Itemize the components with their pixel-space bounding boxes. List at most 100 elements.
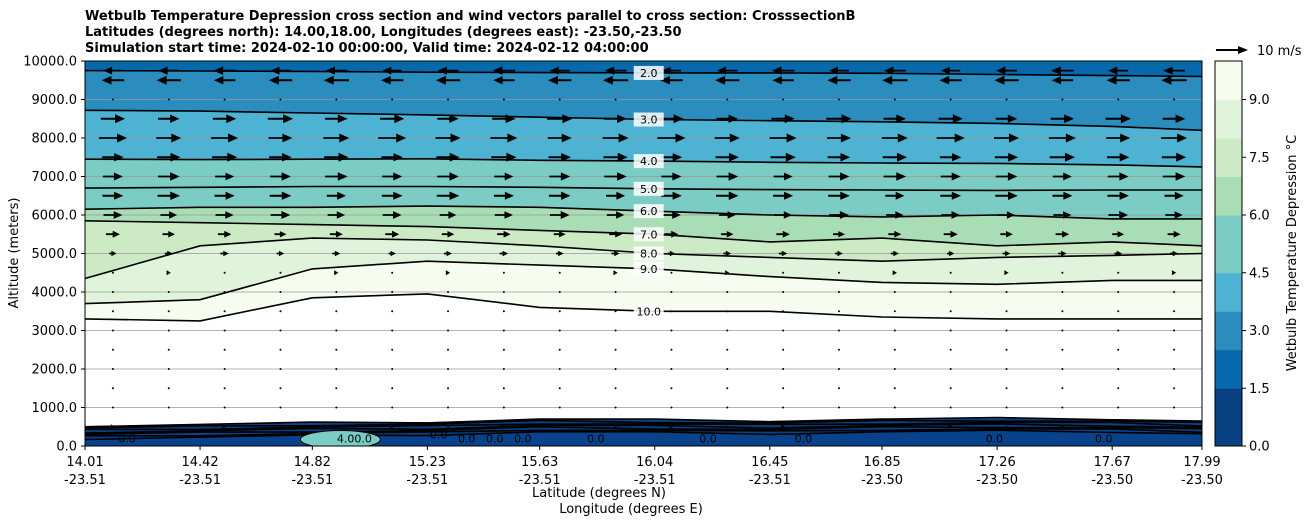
wind-vector-r10-c2 bbox=[220, 250, 229, 257]
colorbar-segment-14 bbox=[1215, 157, 1242, 177]
colorbar-segment-6 bbox=[1215, 311, 1242, 331]
contour-label-10.0: 10.0 bbox=[636, 305, 661, 318]
wind-vector-r4-c10 bbox=[657, 133, 686, 143]
wind-vector-r17-c2 bbox=[223, 387, 226, 390]
wind-vector-r15-c3 bbox=[279, 348, 282, 351]
wind-vector-r7-c19 bbox=[1164, 191, 1184, 200]
x-tick-lon-7: -23.50 bbox=[861, 473, 903, 488]
wind-vector-r14-c8 bbox=[558, 329, 561, 332]
x-tick-lon-4: -23.51 bbox=[519, 473, 561, 488]
low-level-contour-label-9: 0.0 bbox=[986, 432, 1004, 445]
wind-vector-r6-c11 bbox=[716, 172, 739, 181]
y-tick-label-6: 6000.0 bbox=[32, 209, 78, 224]
wind-vector-r11-c10 bbox=[670, 271, 673, 274]
wind-vector-r6-c15 bbox=[940, 172, 961, 181]
low-level-contour-line-1 bbox=[85, 419, 1202, 429]
low-level-contour-line-3 bbox=[85, 423, 1202, 434]
x-tick-lat-1: 14.42 bbox=[181, 455, 218, 470]
contour-label-layer: 2.0 3.0 4.0 5.0 6.0 7.0 8.0 9.0 10.0 0.0 4.00.0 0.0… bbox=[118, 65, 1113, 445]
wind-vector-r9-c2 bbox=[217, 230, 232, 238]
wind-vector-r3-c4 bbox=[325, 114, 348, 123]
wind-vector-r1-c11 bbox=[715, 75, 740, 85]
wind-vector-r15-c2 bbox=[223, 348, 226, 351]
x-tick-lon-6: -23.51 bbox=[749, 473, 791, 488]
wind-vector-r9-c8 bbox=[553, 231, 566, 238]
wind-vector-r1-c3 bbox=[268, 75, 293, 85]
wind-vector-r8-c5 bbox=[382, 211, 402, 219]
wind-vector-r11-c0 bbox=[111, 271, 114, 274]
wind-vector-r8-c9 bbox=[606, 211, 625, 219]
wind-vector-r1-c18 bbox=[1106, 75, 1130, 85]
wind-vector-r7-c0 bbox=[102, 191, 124, 200]
wind-vector-r19-c16 bbox=[1005, 425, 1008, 428]
wind-vector-r0-c1 bbox=[158, 66, 180, 75]
contour-label-6.0: 6.0 bbox=[640, 205, 658, 218]
wind-vector-r16-c6 bbox=[447, 368, 450, 370]
wind-vector-r13-c19 bbox=[1173, 310, 1176, 313]
wind-vector-r10-c1 bbox=[164, 250, 173, 257]
wetbulb-band-1 bbox=[85, 70, 1202, 131]
y-tick-label-1: 1000.0 bbox=[32, 401, 78, 416]
wind-vector-r17-c11 bbox=[726, 387, 729, 390]
wind-vector-r4-c6 bbox=[435, 133, 461, 143]
wind-vector-r0-c12 bbox=[771, 66, 795, 75]
wind-vector-r18-c16 bbox=[1005, 406, 1008, 409]
x-tick-lat-8: 17.26 bbox=[979, 455, 1016, 470]
wind-vector-r18-c8 bbox=[558, 406, 561, 409]
wind-vector-r8-c0 bbox=[103, 211, 123, 219]
wind-vector-r17-c9 bbox=[614, 387, 617, 390]
x-axis: 14.01 -23.51 14.42 -23.51 14.82 -23.51 15.23 -2… bbox=[64, 446, 1223, 488]
x-tick-lon-5: -23.51 bbox=[634, 473, 676, 488]
colorbar-label: Wetbulb Temperature Depression °C bbox=[1285, 135, 1300, 372]
wind-vector-r15-c15 bbox=[949, 348, 952, 351]
wind-vector-r5-c18 bbox=[1107, 153, 1130, 162]
colorbar-segment-11 bbox=[1215, 215, 1242, 235]
contour-label-bg-6.0 bbox=[633, 204, 664, 219]
wind-vector-r8-c11 bbox=[718, 211, 736, 219]
wind-vector-r7-c5 bbox=[381, 191, 403, 200]
wind-vector-r2-c12 bbox=[782, 98, 785, 101]
wind-vector-r9-c11 bbox=[721, 231, 734, 238]
wind-vector-r0-c14 bbox=[884, 66, 906, 75]
wind-vector-r2-c3 bbox=[279, 98, 282, 101]
wind-vector-r2-c0 bbox=[111, 98, 114, 101]
wetbulb-band-9 bbox=[85, 293, 1202, 423]
low-level-contour-label-5: 0.0 bbox=[514, 432, 532, 445]
wind-vector-r6-c9 bbox=[604, 172, 627, 181]
wind-vector-r16-c17 bbox=[1061, 368, 1064, 370]
wind-vector-r0-c4 bbox=[325, 66, 348, 75]
wind-vector-r5-c5 bbox=[381, 153, 403, 162]
wind-vector-r17-c5 bbox=[391, 387, 394, 390]
wind-vector-r12-c11 bbox=[726, 291, 729, 293]
wind-vector-r4-c13 bbox=[827, 133, 851, 143]
wind-vector-r8-c14 bbox=[886, 211, 904, 219]
x-axis-label: Latitude (degrees N) bbox=[532, 486, 666, 501]
wind-vector-r6-c5 bbox=[382, 172, 403, 181]
wind-vector-r15-c11 bbox=[726, 348, 729, 351]
wind-vector-r8-c12 bbox=[774, 211, 793, 219]
x-tick-lon-3: -23.51 bbox=[406, 473, 448, 488]
wind-vector-r0-c0 bbox=[103, 66, 123, 75]
wind-vector-r16-c7 bbox=[502, 368, 505, 370]
wind-vector-r13-c5 bbox=[391, 310, 394, 313]
wind-vector-r6-c13 bbox=[828, 172, 850, 181]
wind-vector-r5-c17 bbox=[1049, 152, 1075, 162]
wind-vector-r10-c10 bbox=[667, 250, 675, 257]
chart-title-line-2: Latitudes (degrees north): 14.00,18.00, … bbox=[85, 25, 682, 40]
wind-vector-r19-c12 bbox=[780, 424, 786, 430]
y-tick-label-7: 7000.0 bbox=[32, 170, 78, 185]
wind-vector-r6-c17 bbox=[1052, 172, 1072, 181]
wind-vector-r14-c2 bbox=[223, 329, 226, 332]
wind-vector-r4-c17 bbox=[1048, 133, 1076, 143]
wind-vector-r7-c3 bbox=[269, 191, 292, 200]
wind-vector-r9-c19 bbox=[1167, 230, 1181, 238]
wind-vector-r0-c8 bbox=[549, 66, 570, 75]
x-tick-lon-8: -23.50 bbox=[976, 473, 1018, 488]
wind-vector-r9-c6 bbox=[441, 231, 455, 238]
wind-vector-r10-c8 bbox=[556, 250, 564, 257]
wind-vector-r4-c5 bbox=[378, 133, 407, 143]
y-axis: 0.0 1000.0 2000.0 3000.0 4000.0 5000.0 6000.0 7… bbox=[23, 55, 85, 455]
wind-vector-r10-c11 bbox=[723, 250, 732, 257]
wind-vector-r16-c5 bbox=[391, 368, 394, 370]
wind-vector-r11-c2 bbox=[223, 271, 226, 274]
